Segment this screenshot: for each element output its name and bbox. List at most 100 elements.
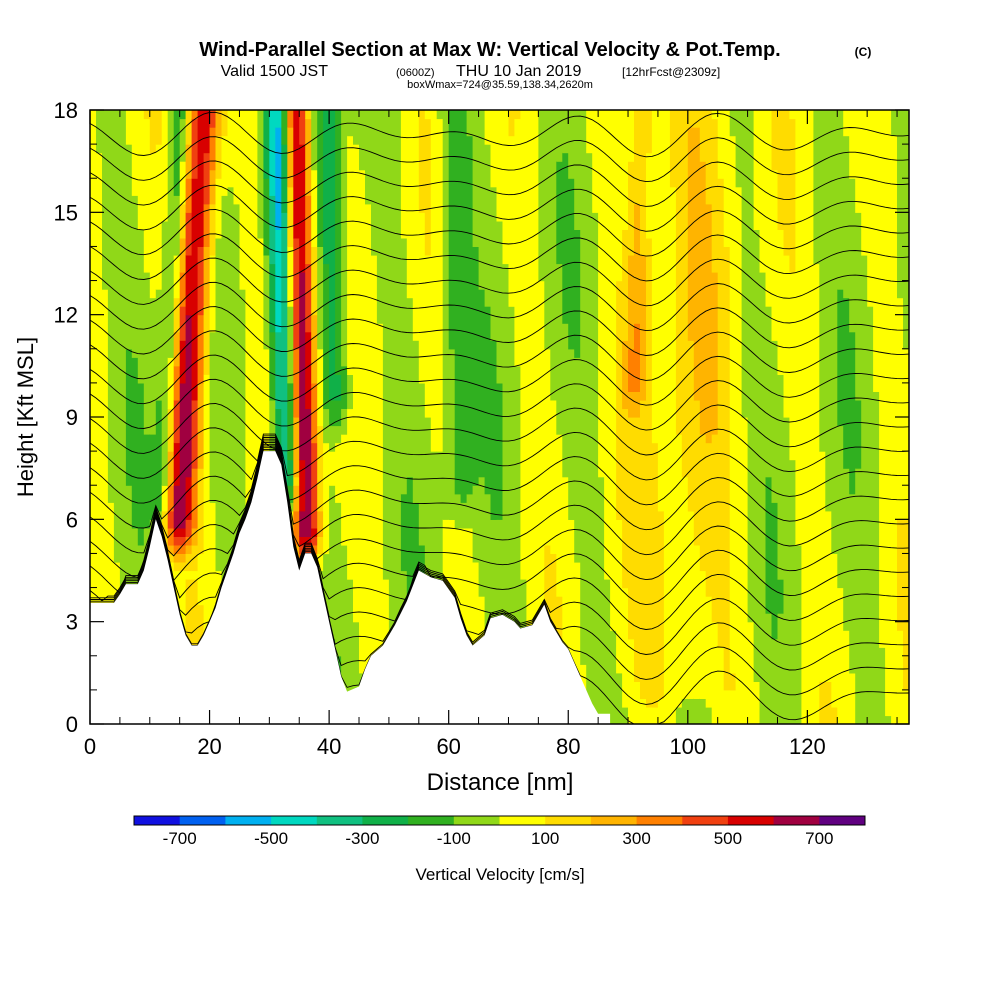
- velocity-cell: [628, 161, 635, 256]
- colorbar-swatch: [545, 816, 592, 825]
- velocity-cell: [855, 110, 862, 213]
- velocity-cell: [143, 110, 151, 120]
- velocity-cell: [305, 195, 312, 265]
- velocity-cell: [257, 110, 264, 239]
- velocity-cell: [365, 110, 372, 205]
- velocity-cell: [747, 110, 755, 623]
- velocity-cell: [179, 110, 187, 120]
- velocity-cell: [388, 110, 396, 665]
- velocity-cell: [783, 255, 791, 418]
- velocity-cell: [179, 527, 187, 537]
- velocity-cell: [317, 553, 324, 572]
- velocity-cell: [209, 203, 217, 256]
- colorbar-label: Vertical Velocity [cm/s]: [415, 865, 584, 884]
- velocity-cell: [837, 587, 844, 724]
- x-tick-label: 20: [197, 734, 221, 759]
- velocity-cell: [490, 519, 498, 674]
- velocity-cell: [371, 110, 378, 256]
- velocity-cell: [191, 118, 199, 179]
- velocity-cell: [646, 110, 653, 154]
- velocity-cell: [562, 110, 569, 154]
- velocity-cell: [305, 544, 312, 554]
- velocity-cell: [311, 169, 318, 247]
- velocity-cell: [616, 672, 623, 724]
- velocity-cell: [484, 306, 492, 495]
- velocity-cell: [496, 110, 504, 222]
- velocity-cell: [526, 110, 533, 717]
- velocity-cell: [484, 144, 492, 307]
- velocity-cell: [675, 706, 683, 724]
- velocity-cell: [113, 110, 121, 563]
- velocity-cell: [867, 110, 874, 307]
- velocity-cell: [508, 306, 516, 724]
- velocity-cell: [562, 476, 569, 691]
- velocity-cell: [837, 110, 844, 290]
- velocity-cell: [191, 527, 199, 546]
- velocity-cell: [209, 127, 217, 171]
- velocity-cell: [191, 468, 199, 529]
- velocity-cell: [681, 698, 689, 724]
- theta-contour: [90, 437, 909, 531]
- velocity-cell: [203, 246, 211, 307]
- velocity-cell: [353, 144, 360, 623]
- velocity-cell: [317, 425, 324, 512]
- velocity-cell: [305, 110, 312, 120]
- velocity-cell: [185, 314, 193, 478]
- theta-contour: [90, 281, 909, 332]
- velocity-cell: [131, 195, 139, 358]
- velocity-cell: [197, 468, 205, 555]
- velocity-cell: [628, 417, 635, 640]
- velocity-cell: [137, 229, 145, 384]
- theta-contour: [90, 442, 909, 606]
- velocity-cell: [849, 331, 856, 495]
- velocity-cell: [275, 229, 282, 333]
- velocity-cell: [687, 127, 695, 341]
- velocity-cell: [185, 476, 193, 520]
- y-tick-label: 6: [66, 507, 78, 532]
- velocity-cell: [640, 255, 647, 401]
- title-copyright-mark: (C): [855, 45, 872, 59]
- velocity-cell: [568, 178, 575, 350]
- velocity-cell: [622, 229, 629, 341]
- velocity-cell: [544, 110, 551, 350]
- velocity-cell: [119, 110, 127, 606]
- velocity-cell: [173, 562, 181, 572]
- velocity-cell: [155, 144, 163, 290]
- velocity-cell: [179, 118, 187, 162]
- velocity-cell: [813, 263, 820, 724]
- velocity-cell: [759, 272, 767, 724]
- velocity-cell: [299, 110, 306, 145]
- velocity-cell: [179, 562, 187, 572]
- velocity-cell: [96, 152, 103, 724]
- velocity-cell: [795, 544, 802, 724]
- velocity-cell: [323, 110, 330, 265]
- velocity-cell: [711, 621, 719, 724]
- velocity-cell: [646, 237, 653, 708]
- velocity-cell: [753, 681, 761, 724]
- velocity-cell: [807, 110, 814, 724]
- velocity-cell: [789, 272, 796, 461]
- x-tick-label: 80: [556, 734, 580, 759]
- velocity-cell: [657, 510, 665, 699]
- velocity-cell: [263, 255, 270, 350]
- velocity-cell: [897, 297, 904, 520]
- velocity-cell: [705, 110, 713, 205]
- velocity-cell: [598, 476, 605, 724]
- velocity-cell: [311, 314, 318, 384]
- velocity-cell: [317, 246, 324, 350]
- velocity-cell: [903, 110, 909, 350]
- velocity-cell: [269, 263, 276, 333]
- velocity-cell: [891, 110, 898, 137]
- velocity-cell: [574, 229, 581, 358]
- velocity-cell: [173, 442, 181, 486]
- theta-contour: [90, 257, 909, 307]
- colorbar-tick-label: 100: [531, 829, 559, 848]
- velocity-cell: [622, 587, 629, 708]
- velocity-cell: [634, 681, 641, 724]
- velocity-cell: [771, 502, 779, 640]
- velocity-cell: [299, 272, 306, 461]
- velocity-cell: [173, 527, 181, 537]
- velocity-cell: [466, 135, 474, 495]
- velocity-cell: [167, 544, 175, 554]
- velocity-cell: [472, 485, 480, 563]
